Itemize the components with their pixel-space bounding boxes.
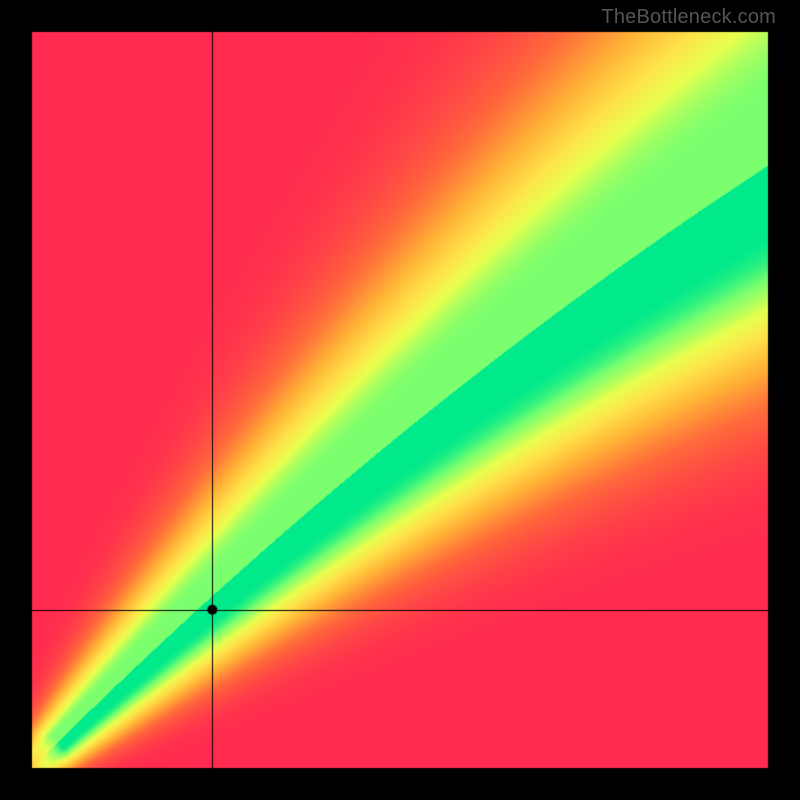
chart-container: TheBottleneck.com bbox=[0, 0, 800, 800]
bottleneck-heatmap bbox=[0, 0, 800, 800]
watermark-text: TheBottleneck.com bbox=[601, 6, 776, 29]
